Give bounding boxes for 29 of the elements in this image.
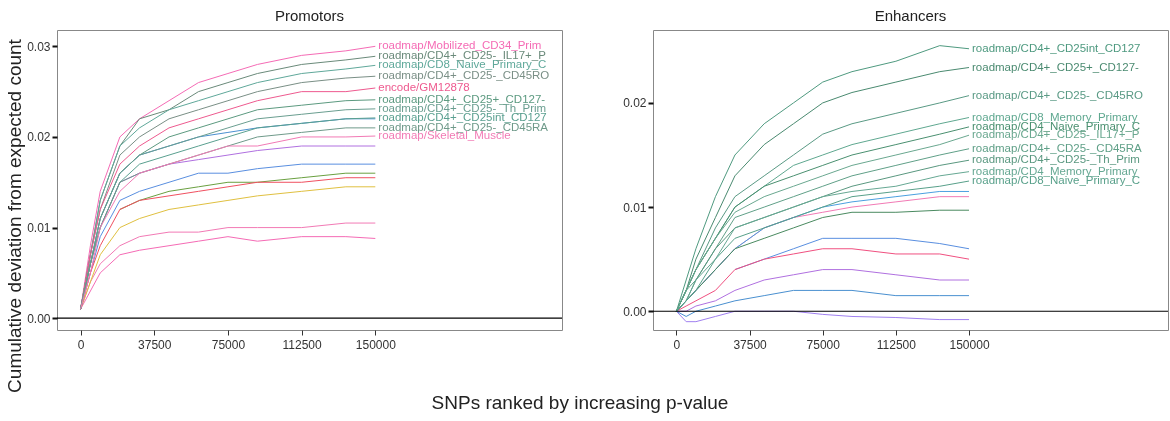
series-label: roadmap/CD4+_CD25-_CD45RA (972, 141, 1143, 154)
y-axis-title: Cumulative deviation from expected count (4, 38, 26, 395)
x-tick-label: 150000 (355, 337, 397, 352)
y-tick-label: 0.01 (27, 221, 51, 236)
series-label: roadmap/CD4+_CD25int_CD127 (972, 41, 1141, 54)
y-tick-label: 0.02 (27, 130, 51, 145)
series-label: roadmap/Mobilized_CD34_Prim (378, 39, 542, 52)
series-label: roadmap/CD4+_CD25+_CD127- (972, 60, 1140, 73)
series-label: roadmap/CD4_Memory_Primary (972, 164, 1138, 177)
series-label: roadmap/CD4+_CD25-_CD45RO (378, 69, 550, 82)
x-axis-title: SNPs ranked by increasing p-value (430, 392, 730, 414)
x-tick-label: 37500 (138, 337, 172, 352)
series-label: encode/GM12878 (378, 81, 470, 94)
x-tick-label: 75000 (806, 337, 841, 352)
x-tick-label: 150000 (949, 337, 990, 352)
x-tick-label: 37500 (733, 337, 768, 352)
series-label: roadmap/CD4+_CD25-_CD45RO (972, 88, 1144, 101)
x-tick-label: 75000 (211, 337, 246, 352)
chart-title: Enhancers (874, 7, 947, 24)
x-tick-label: 0 (77, 337, 85, 352)
y-tick-label: 0.00 (27, 311, 51, 326)
y-tick-label: 0.00 (623, 304, 647, 319)
x-tick-label: 0 (673, 337, 681, 352)
chart-title: Promotors (274, 7, 345, 24)
y-tick-label: 0.01 (623, 200, 647, 215)
y-tick-label: 0.02 (623, 96, 647, 111)
x-tick-label: 112500 (282, 337, 323, 352)
y-tick-label: 0.03 (27, 39, 51, 54)
x-tick-label: 112500 (876, 337, 917, 352)
